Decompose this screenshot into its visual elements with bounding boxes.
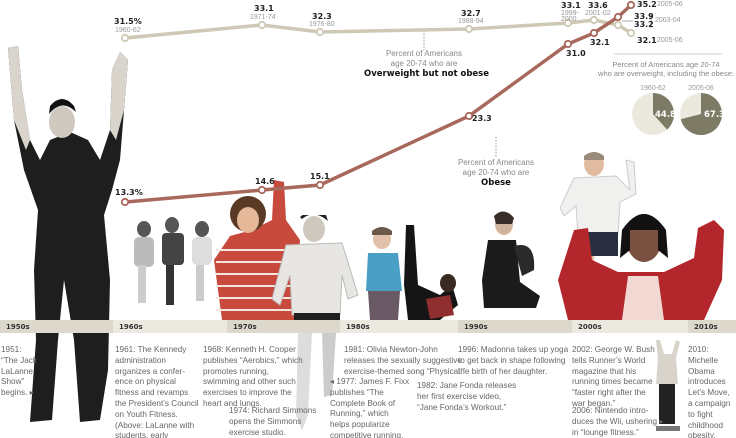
ow-annot-line2: age 20-74 who are [390, 59, 458, 68]
ow-1988-period: 1988-94 [458, 18, 484, 25]
photo-madonna [474, 210, 544, 310]
ob-2003-value: 33.9 [634, 12, 654, 21]
decade-2010s: 2010s [688, 320, 736, 333]
ob-annot-line1: Percent of Americans [457, 158, 535, 167]
period-2003-04: 2003-04 [655, 17, 681, 24]
pie2-label: 2005-06 [688, 85, 714, 92]
overweight-points [120, 15, 636, 43]
ow-1960-period: 1960-62 [115, 27, 141, 34]
event-2010: 2010: Michelle Obama introduces Let’s Move, a… [688, 345, 731, 438]
event-2002: 2002: George W. Bush tells Runner’s World… [572, 345, 655, 408]
event-1961: 1961: The Kennedy administration organizes… [115, 345, 199, 438]
event-2006: 2006: Nintendo intro-duces the Wii, ushe… [572, 406, 664, 437]
decade-1950s: 1950s [0, 320, 113, 333]
ow-1976-period: 1976-80 [309, 21, 335, 28]
ob-2005-value: 35.2 [637, 0, 657, 9]
ob-2005-period: 2005-06 [657, 1, 683, 8]
photo-wii-user [652, 340, 684, 436]
pie-1960-62 [632, 92, 675, 135]
decade-1980s: 1980s [340, 320, 458, 333]
ow-1971-period: 1971-74 [250, 14, 276, 21]
obese-line [124, 3, 633, 204]
ow-annot-title: Overweight but not obese [364, 69, 489, 79]
decade-1970s: 1970s [227, 320, 340, 333]
photo-olivia-newton-john [360, 225, 410, 320]
pie-2005-06 [680, 92, 723, 135]
photo-jane-fonda [400, 225, 460, 320]
ow-annot-line1: Percent of Americans [385, 49, 463, 58]
pie2-value: 67.3 [704, 110, 725, 120]
event-1982: 1982: Jane Fonda releases her first exerc… [417, 381, 517, 412]
ob-annot-title: Obese [481, 178, 511, 188]
event-1968: 1968: Kenneth H. Cooper publishes “Aerobi… [203, 345, 303, 408]
photo-michelle-obama [554, 200, 730, 320]
ow-1999-period-b: 2000 [561, 16, 577, 23]
ob-2001-value: 32.1 [590, 38, 610, 47]
ow-2005-value: 32.1 [637, 36, 657, 45]
ow-1999-value: 33.1 [561, 1, 581, 10]
photo-1960s-students [128, 215, 218, 310]
event-1977: ◂ 1977: James F. Fixx publishes “The Compl… [330, 377, 410, 438]
obese-points [120, 0, 636, 207]
pie-title-line1: Percent of Americans age 20-74 [612, 60, 720, 69]
ob-1999-value: 31.0 [566, 49, 586, 58]
ow-1988-value: 32.7 [461, 9, 481, 18]
ow-2003-value: 33.2 [634, 20, 654, 29]
decade-2000s: 2000s [572, 320, 688, 333]
ow-2001-period: 2001-02 [585, 10, 611, 17]
event-1981: 1981: Olivia Newton-John releases the sex… [344, 345, 466, 376]
event-1974: 1974: Richard Simmons opens the Simmons ex… [229, 406, 317, 437]
ow-1999-period-a: 1999- [561, 10, 579, 17]
ob-1976-value: 15.1 [310, 172, 330, 181]
ob-1971-value: 14.6 [255, 177, 275, 186]
ow-1971-value: 33.1 [254, 4, 274, 13]
ow-2005-period: 2005-06 [657, 37, 683, 44]
overweight-annotation: Percent of Americans age 20-74 who are O… [364, 49, 489, 79]
pie1-value: 44.8 [655, 110, 676, 120]
overweight-line [124, 18, 632, 40]
ow-1976-value: 32.3 [312, 12, 332, 21]
decade-1990s: 1990s [458, 320, 572, 333]
ob-annot-line2: age 20-74 who are [462, 168, 530, 177]
pie1-label: 1960-62 [640, 85, 666, 92]
ow-1960-value: 31.5% [114, 17, 142, 26]
ob-1960-value: 13.3% [115, 188, 143, 197]
event-1996: 1996: Madonna takes up yoga to get back i… [458, 345, 569, 376]
decade-1960s: 1960s [113, 320, 227, 333]
pie-title: Percent of Americans age 20-74 who are o… [596, 60, 736, 78]
event-1951: 1951: “The Jack LaLanne Show” begins. ▸ [1, 345, 37, 398]
ow-2001-value: 33.6 [588, 1, 608, 10]
ob-1988-value: 23.3 [472, 114, 492, 123]
obese-annotation: Percent of Americans age 20-74 who are O… [436, 158, 556, 188]
pie-title-line2: who are overweight, including the obese: [598, 69, 734, 78]
